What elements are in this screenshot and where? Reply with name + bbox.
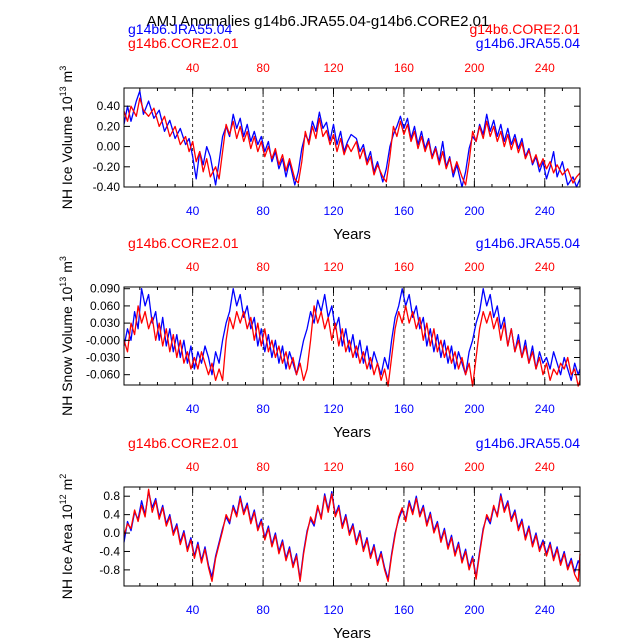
y-tick-label: 0.0 bbox=[103, 526, 120, 540]
legend-left-entry: g14b6.CORE2.01 bbox=[128, 235, 239, 251]
y-axis-label-part: m bbox=[59, 261, 75, 277]
y-tick-label: 0.090 bbox=[90, 282, 120, 296]
x-bottom-tick-label: 120 bbox=[323, 603, 343, 617]
x-bottom-tick-label: 160 bbox=[394, 603, 414, 617]
y-axis-label-part: 13 bbox=[58, 277, 68, 287]
legend-right-entry: g14b6.JRA55.04 bbox=[476, 35, 581, 51]
x-top-tick-label: 200 bbox=[464, 61, 484, 75]
x-top-tick-label: 120 bbox=[323, 460, 343, 474]
y-axis-label-part: NH Ice Area 10 bbox=[59, 504, 75, 599]
y-tick-label: -0.8 bbox=[99, 563, 120, 577]
x-bottom-tick-label: 120 bbox=[323, 402, 343, 416]
y-axis-label-part: 13 bbox=[58, 86, 68, 96]
y-axis-label-part: m bbox=[59, 479, 75, 495]
x-top-tick-label: 160 bbox=[394, 460, 414, 474]
y-tick-label: -0.060 bbox=[86, 368, 120, 382]
y-axis-label-part: 2 bbox=[58, 474, 68, 479]
x-axis-label: Years bbox=[333, 625, 371, 638]
y-axis-label: NH Ice Area 1012 m2 bbox=[58, 474, 75, 600]
y-tick-label: 0.4 bbox=[103, 508, 120, 522]
x-bottom-tick-label: 80 bbox=[256, 204, 270, 218]
series-core-line bbox=[123, 488, 581, 583]
x-bottom-tick-label: 240 bbox=[535, 204, 555, 218]
x-bottom-tick-label: 40 bbox=[186, 603, 200, 617]
x-top-tick-label: 120 bbox=[323, 260, 343, 274]
y-tick-label: -0.030 bbox=[86, 350, 120, 364]
x-bottom-tick-label: 200 bbox=[464, 204, 484, 218]
plot-frame bbox=[123, 486, 581, 587]
x-top-tick-label: 240 bbox=[535, 260, 555, 274]
x-bottom-tick-label: 240 bbox=[535, 603, 555, 617]
legend-right-entry: g14b6.CORE2.01 bbox=[469, 21, 580, 37]
chart-title: AMJ Anomalies g14b6.JRA55.04-g14b6.CORE2… bbox=[147, 13, 490, 30]
x-bottom-tick-label: 40 bbox=[186, 204, 200, 218]
legend-right-entry: g14b6.JRA55.04 bbox=[476, 435, 581, 451]
y-tick-label: -0.000 bbox=[86, 333, 120, 347]
panel-1: 40 80 120 160 200 240 40 80 120 160 200 240 0.40 0.20… bbox=[58, 21, 581, 243]
x-bottom-tick-label: 240 bbox=[535, 402, 555, 416]
panel-2: 40 80 120 160 200 240 40 80 120 160 200 240 0.090 0.0… bbox=[58, 235, 581, 441]
y-axis-label-part: 3 bbox=[58, 256, 68, 261]
x-top-tick-label: 200 bbox=[464, 460, 484, 474]
y-tick-label: 0.20 bbox=[97, 119, 121, 133]
legend-right-entry: g14b6.JRA55.04 bbox=[476, 235, 581, 251]
x-top-tick-label: 240 bbox=[535, 460, 555, 474]
y-tick-label: 0.060 bbox=[90, 299, 120, 313]
legend-left-entry: g14b6.CORE2.01 bbox=[128, 35, 239, 51]
x-axis-label: Years bbox=[333, 424, 371, 441]
y-axis-label-part: 3 bbox=[58, 66, 68, 71]
plot-frame bbox=[123, 87, 581, 188]
x-axis-label: Years bbox=[333, 226, 371, 243]
y-tick-label: -0.20 bbox=[93, 160, 121, 174]
x-top-tick-label: 160 bbox=[394, 260, 414, 274]
x-top-tick-label: 200 bbox=[464, 260, 484, 274]
x-top-tick-label: 40 bbox=[186, 460, 200, 474]
y-tick-label: 0.030 bbox=[90, 316, 120, 330]
y-axis-label-part: NH Snow Volume 10 bbox=[59, 286, 75, 415]
x-top-tick-label: 80 bbox=[256, 260, 270, 274]
series-jra-line bbox=[123, 90, 581, 188]
series-core-line bbox=[123, 97, 581, 186]
y-tick-label: -0.4 bbox=[99, 544, 120, 558]
x-top-tick-label: 40 bbox=[186, 61, 200, 75]
x-top-tick-label: 80 bbox=[256, 61, 270, 75]
y-tick-label: -0.40 bbox=[93, 180, 121, 194]
x-bottom-tick-label: 160 bbox=[394, 402, 414, 416]
x-bottom-tick-label: 160 bbox=[394, 204, 414, 218]
series-core-line bbox=[123, 305, 581, 387]
x-bottom-tick-label: 80 bbox=[256, 402, 270, 416]
y-axis-label-part: 12 bbox=[58, 494, 68, 504]
y-axis-label: NH Snow Volume 1013 m3 bbox=[58, 256, 75, 416]
x-bottom-tick-label: 200 bbox=[464, 402, 484, 416]
y-axis-label-part: NH Ice Volume 10 bbox=[59, 96, 75, 209]
x-top-tick-label: 40 bbox=[186, 260, 200, 274]
x-bottom-tick-label: 120 bbox=[323, 204, 343, 218]
y-axis-label: NH Ice Volume 1013 m3 bbox=[58, 66, 75, 209]
y-tick-label: 0.40 bbox=[97, 99, 121, 113]
x-top-tick-label: 80 bbox=[256, 460, 270, 474]
y-tick-label: 0.00 bbox=[97, 140, 121, 154]
plot-frame bbox=[123, 286, 581, 386]
y-axis-label-part: m bbox=[59, 71, 75, 87]
x-bottom-tick-label: 200 bbox=[464, 603, 484, 617]
x-top-tick-label: 120 bbox=[323, 61, 343, 75]
x-top-tick-label: 160 bbox=[394, 61, 414, 75]
y-tick-label: 0.8 bbox=[103, 489, 120, 503]
x-top-tick-label: 240 bbox=[535, 61, 555, 75]
panel-3: 40 80 120 160 200 240 40 80 120 160 200 240 0.8 0.4 0.… bbox=[58, 435, 581, 642]
x-bottom-tick-label: 80 bbox=[256, 603, 270, 617]
legend-left-entry: g14b6.CORE2.01 bbox=[128, 435, 239, 451]
x-bottom-tick-label: 40 bbox=[186, 402, 200, 416]
legend-left-entry: g14b6.JRA55.04 bbox=[128, 21, 233, 37]
